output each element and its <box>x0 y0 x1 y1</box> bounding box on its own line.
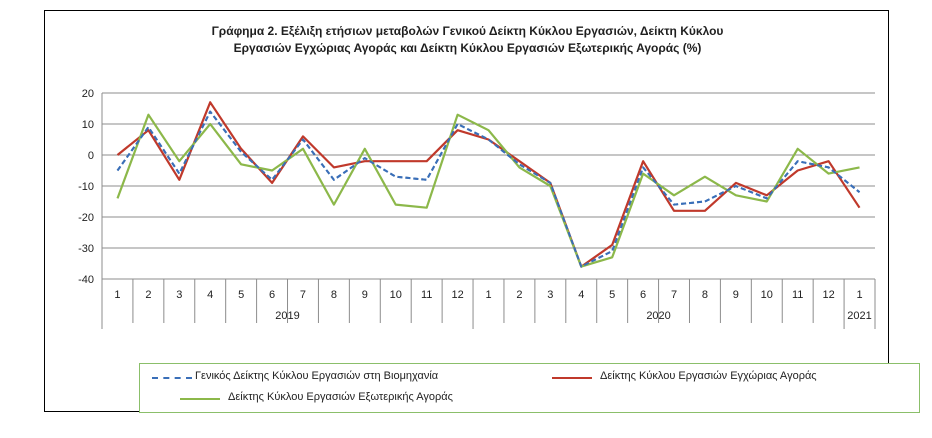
x-tick-label: 3 <box>547 289 553 301</box>
series-line <box>116 113 860 268</box>
x-tick-label: 12 <box>451 289 463 301</box>
y-tick-label: 0 <box>88 150 94 162</box>
x-tick-label: 10 <box>390 289 402 301</box>
x-tick-label: 2 <box>516 289 522 301</box>
x-tick-label: 11 <box>792 289 803 301</box>
x-tick-label: 8 <box>331 289 337 301</box>
x-tick-label: 11 <box>421 289 432 301</box>
x-tick-label: 1 <box>114 289 120 301</box>
x-tick-label: 4 <box>578 289 584 301</box>
x-tick-label: 9 <box>733 289 739 301</box>
chart-frame: Γράφημα 2. Εξέλιξη ετήσιων μεταβολών Γεν… <box>44 10 920 413</box>
x-tick-label: 5 <box>609 289 615 301</box>
legend-label: Γενικός Δείκτης Κύκλου Εργασιών στη Βιομ… <box>195 370 439 382</box>
x-tick-label: 5 <box>238 289 244 301</box>
x-tick-label: 12 <box>822 289 834 301</box>
year-label: 2020 <box>646 310 670 322</box>
legend-swatch <box>180 398 220 400</box>
x-tick-label: 7 <box>300 289 306 301</box>
y-tick-label: -40 <box>78 274 94 286</box>
x-tick-label: 1 <box>485 289 491 301</box>
y-tick-label: -10 <box>78 181 94 193</box>
y-tick-label: 10 <box>82 119 94 131</box>
chart-legend: Γενικός Δείκτης Κύκλου Εργασιών στη Βιομ… <box>139 363 920 413</box>
year-label: 2021 <box>847 310 871 322</box>
x-tick-label: 7 <box>671 289 677 301</box>
legend-swatch <box>152 377 192 379</box>
x-tick-label: 4 <box>207 289 213 301</box>
chart-title: Γράφημα 2. Εξέλιξη ετήσιων μεταβολών Γεν… <box>45 23 890 57</box>
chart-title-line2: Εργασιών Εγχώριας Αγοράς και Δείκτη Κύκλ… <box>233 41 702 55</box>
y-tick-label: -20 <box>78 212 94 224</box>
legend-label: Δείκτης Κύκλου Εργασιών Εξωτερικής Αγορά… <box>228 391 453 403</box>
x-tick-label: 8 <box>702 289 708 301</box>
series-line-overlay <box>116 110 861 268</box>
legend-swatch <box>552 377 592 379</box>
x-tick-label: 6 <box>269 289 275 301</box>
legend-label: Δείκτης Κύκλου Εργασιών Εγχώριας Αγοράς <box>600 370 817 382</box>
x-tick-label: 3 <box>176 289 182 301</box>
x-tick-label: 10 <box>761 289 773 301</box>
x-tick-label: 2 <box>145 289 151 301</box>
y-tick-label: 20 <box>82 88 94 100</box>
x-tick-label: 9 <box>362 289 368 301</box>
y-tick-label: -30 <box>78 243 94 255</box>
x-tick-label: 6 <box>640 289 646 301</box>
x-tick-label: 1 <box>856 289 862 301</box>
series-line <box>116 101 861 268</box>
year-label: 2019 <box>275 310 299 322</box>
chart-title-line1: Γράφημα 2. Εξέλιξη ετήσιων μεταβολών Γεν… <box>211 24 724 38</box>
